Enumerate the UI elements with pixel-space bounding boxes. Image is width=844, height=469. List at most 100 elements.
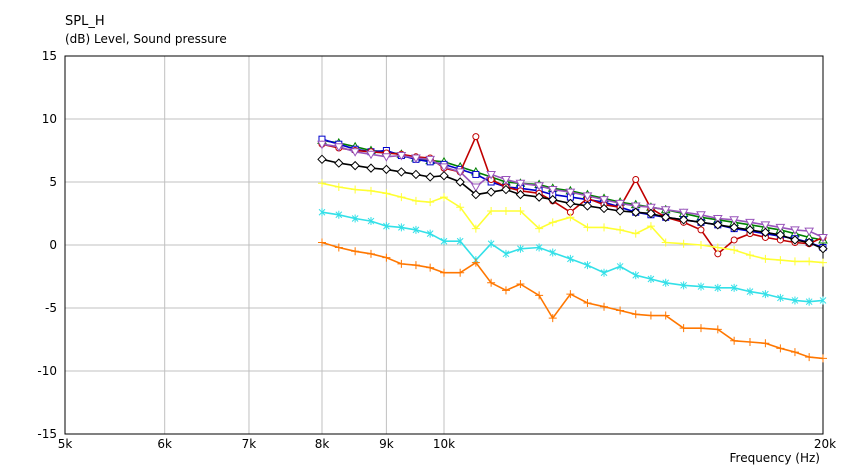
data-point <box>819 296 827 305</box>
data-point <box>818 244 828 254</box>
data-point <box>760 221 771 230</box>
data-point <box>582 201 593 211</box>
data-point <box>661 238 670 247</box>
data-point <box>501 184 511 195</box>
data-point <box>335 210 343 219</box>
data-point <box>818 233 828 243</box>
data-point <box>472 133 480 141</box>
data-point <box>547 186 558 195</box>
data-point <box>396 152 407 161</box>
data-point <box>790 257 799 266</box>
data-point <box>805 257 814 266</box>
data-point <box>776 344 785 353</box>
data-point <box>745 251 754 260</box>
data-point <box>535 291 544 300</box>
data-point <box>382 253 391 262</box>
data-point <box>805 297 813 306</box>
data-point <box>381 164 392 175</box>
data-point <box>317 140 327 150</box>
x-tick-label: 20k <box>814 437 836 451</box>
data-point <box>382 189 391 198</box>
data-point <box>411 196 420 205</box>
data-point <box>535 243 543 252</box>
data-point <box>696 241 705 249</box>
data-point <box>632 175 640 183</box>
data-point <box>632 271 640 280</box>
data-point <box>660 212 671 222</box>
data-point <box>397 193 406 202</box>
data-point <box>678 208 689 218</box>
data-point <box>471 189 481 200</box>
series-7 <box>317 238 827 363</box>
data-point <box>411 169 421 180</box>
data-point <box>775 223 786 233</box>
data-point <box>318 208 326 217</box>
data-point <box>351 247 360 256</box>
y-tick-label: 0 <box>49 238 57 252</box>
data-point <box>487 278 496 287</box>
data-point <box>411 154 421 164</box>
series-5 <box>317 179 827 267</box>
data-point <box>366 186 375 195</box>
data-point <box>615 199 625 209</box>
y-tick-label: -10 <box>37 364 57 378</box>
data-point <box>334 158 344 168</box>
data-point <box>426 229 434 238</box>
data-point <box>730 236 738 244</box>
data-point <box>679 324 688 333</box>
data-point <box>616 306 625 315</box>
data-point <box>440 193 448 202</box>
data-point <box>615 206 625 216</box>
data-point <box>439 170 449 181</box>
data-point <box>486 187 496 197</box>
data-point <box>350 160 360 171</box>
data-point <box>412 225 420 234</box>
data-point <box>600 302 609 311</box>
data-point <box>713 243 722 252</box>
data-point <box>646 208 656 219</box>
y-tick-label: -5 <box>45 301 57 315</box>
data-point <box>697 226 705 234</box>
data-point <box>425 155 436 165</box>
data-point <box>366 249 375 258</box>
data-point <box>334 183 343 192</box>
data-point <box>426 263 435 272</box>
y-tick-label: 5 <box>49 175 57 189</box>
data-point <box>502 249 510 258</box>
data-point <box>775 230 786 240</box>
data-point <box>440 268 448 277</box>
data-point <box>599 203 609 214</box>
data-point <box>791 296 799 305</box>
data-point <box>334 243 343 252</box>
data-point <box>548 194 558 205</box>
data-point <box>582 192 593 201</box>
data-point <box>745 218 755 228</box>
data-point <box>397 259 406 268</box>
data-point <box>367 217 375 226</box>
x-tick-label: 10k <box>433 437 455 451</box>
data-point <box>583 298 592 307</box>
data-point <box>714 250 722 258</box>
data-point <box>534 182 544 191</box>
data-point <box>777 293 784 302</box>
data-point <box>472 170 480 178</box>
data-point <box>712 215 723 224</box>
series-3 <box>317 140 828 243</box>
data-point <box>631 310 640 319</box>
data-point <box>440 237 448 246</box>
data-point <box>600 223 609 232</box>
data-point <box>804 237 814 248</box>
data-point <box>696 217 706 228</box>
data-point <box>426 198 435 207</box>
data-point <box>411 261 420 270</box>
y-tick-label: 10 <box>42 112 57 126</box>
data-point <box>713 220 723 230</box>
data-point <box>730 246 739 255</box>
data-point <box>456 268 465 277</box>
data-point <box>516 206 525 215</box>
series-4 <box>317 154 828 254</box>
data-point <box>616 225 625 234</box>
data-point <box>746 287 754 296</box>
data-point <box>517 244 524 253</box>
